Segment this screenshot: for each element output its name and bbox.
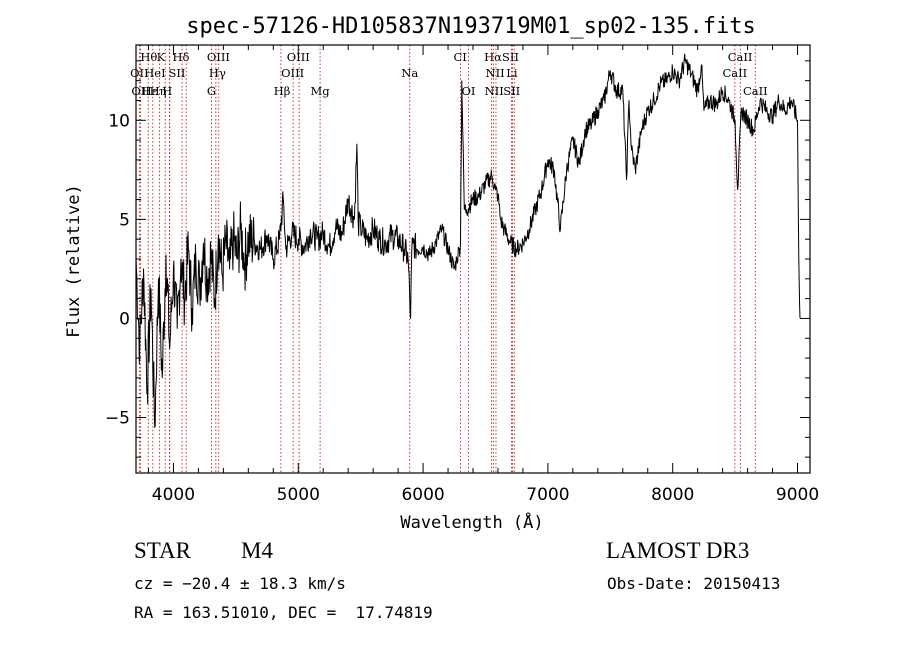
x-tick-label-0: 4000 — [152, 485, 195, 505]
y-tick-label-3: 10 — [108, 111, 130, 131]
line-marker-label-19: Hε — [142, 84, 158, 98]
y-axis-label: Flux (relative) — [64, 184, 84, 338]
line-marker-label-1: K — [157, 50, 166, 64]
coordinates: RA = 163.51010, DEC = 17.74819 — [134, 603, 433, 622]
line-marker-label-6: Hα — [484, 50, 502, 64]
chart-title: spec-57126-HD105837N193719M01_sp02-135.f… — [186, 14, 756, 39]
survey-name: LAMOST DR3 — [606, 538, 750, 563]
line-marker-label-23: Hβ — [274, 84, 291, 98]
line-marker-label-10: HeI — [144, 66, 165, 80]
x-tick-label-4: 8000 — [651, 485, 694, 505]
redshift-velocity: cz = −20.4 ± 18.3 km/s — [134, 574, 346, 593]
line-marker-label-22: G — [207, 84, 216, 98]
line-marker-label-21: H — [162, 84, 172, 98]
y-tick-label-2: 5 — [119, 210, 130, 230]
y-tick-label-0: −5 — [105, 409, 130, 429]
line-marker-label-4: OIII — [287, 50, 310, 64]
line-marker-label-3: OIII — [207, 50, 230, 64]
line-marker-label-20: Hη — [150, 84, 167, 98]
axis-ticks: 4000 5000 6000 7000 8000 9000 −5 0 5 10 — [105, 45, 819, 505]
line-marker-label-25: OI — [462, 84, 476, 98]
y-tick-label-1: 0 — [119, 309, 130, 329]
line-marker-label-27: SII — [503, 84, 520, 98]
line-marker-label-8: CaII — [728, 50, 753, 64]
object-subclass: M4 — [241, 538, 273, 563]
x-tick-label-5: 9000 — [776, 485, 819, 505]
line-marker-label-7: SII — [502, 50, 519, 64]
line-marker-label-13: OIII — [281, 66, 304, 80]
x-axis-label: Wavelength (Å) — [400, 511, 543, 533]
spectrum-series — [135, 53, 801, 428]
x-tick-label-2: 6000 — [401, 485, 444, 505]
x-tick-label-3: 7000 — [526, 485, 569, 505]
line-marker-label-16: Li — [506, 66, 518, 80]
line-marker-label-9: OII — [130, 66, 149, 80]
line-marker-label-17: CaII — [722, 66, 747, 80]
line-marker-label-15: NII — [486, 66, 505, 80]
line-marker-label-2: Hδ — [172, 50, 189, 64]
line-marker-label-5: CI — [453, 50, 466, 64]
x-tick-label-1: 5000 — [277, 485, 320, 505]
observation-date: Obs-Date: 20150413 — [607, 574, 781, 593]
spectrum-line — [135, 53, 801, 428]
line-marker-label-11: SII — [168, 66, 185, 80]
object-class: STAR — [134, 538, 191, 563]
line-marker-label-28: CaII — [743, 84, 768, 98]
line-marker-label-24: Mg — [311, 84, 331, 98]
line-marker-label-26: NII — [485, 84, 504, 98]
line-marker-label-14: Na — [401, 66, 418, 80]
line-marker-label-0: Hθ — [140, 50, 157, 64]
line-marker-label-12: Hγ — [209, 66, 226, 80]
